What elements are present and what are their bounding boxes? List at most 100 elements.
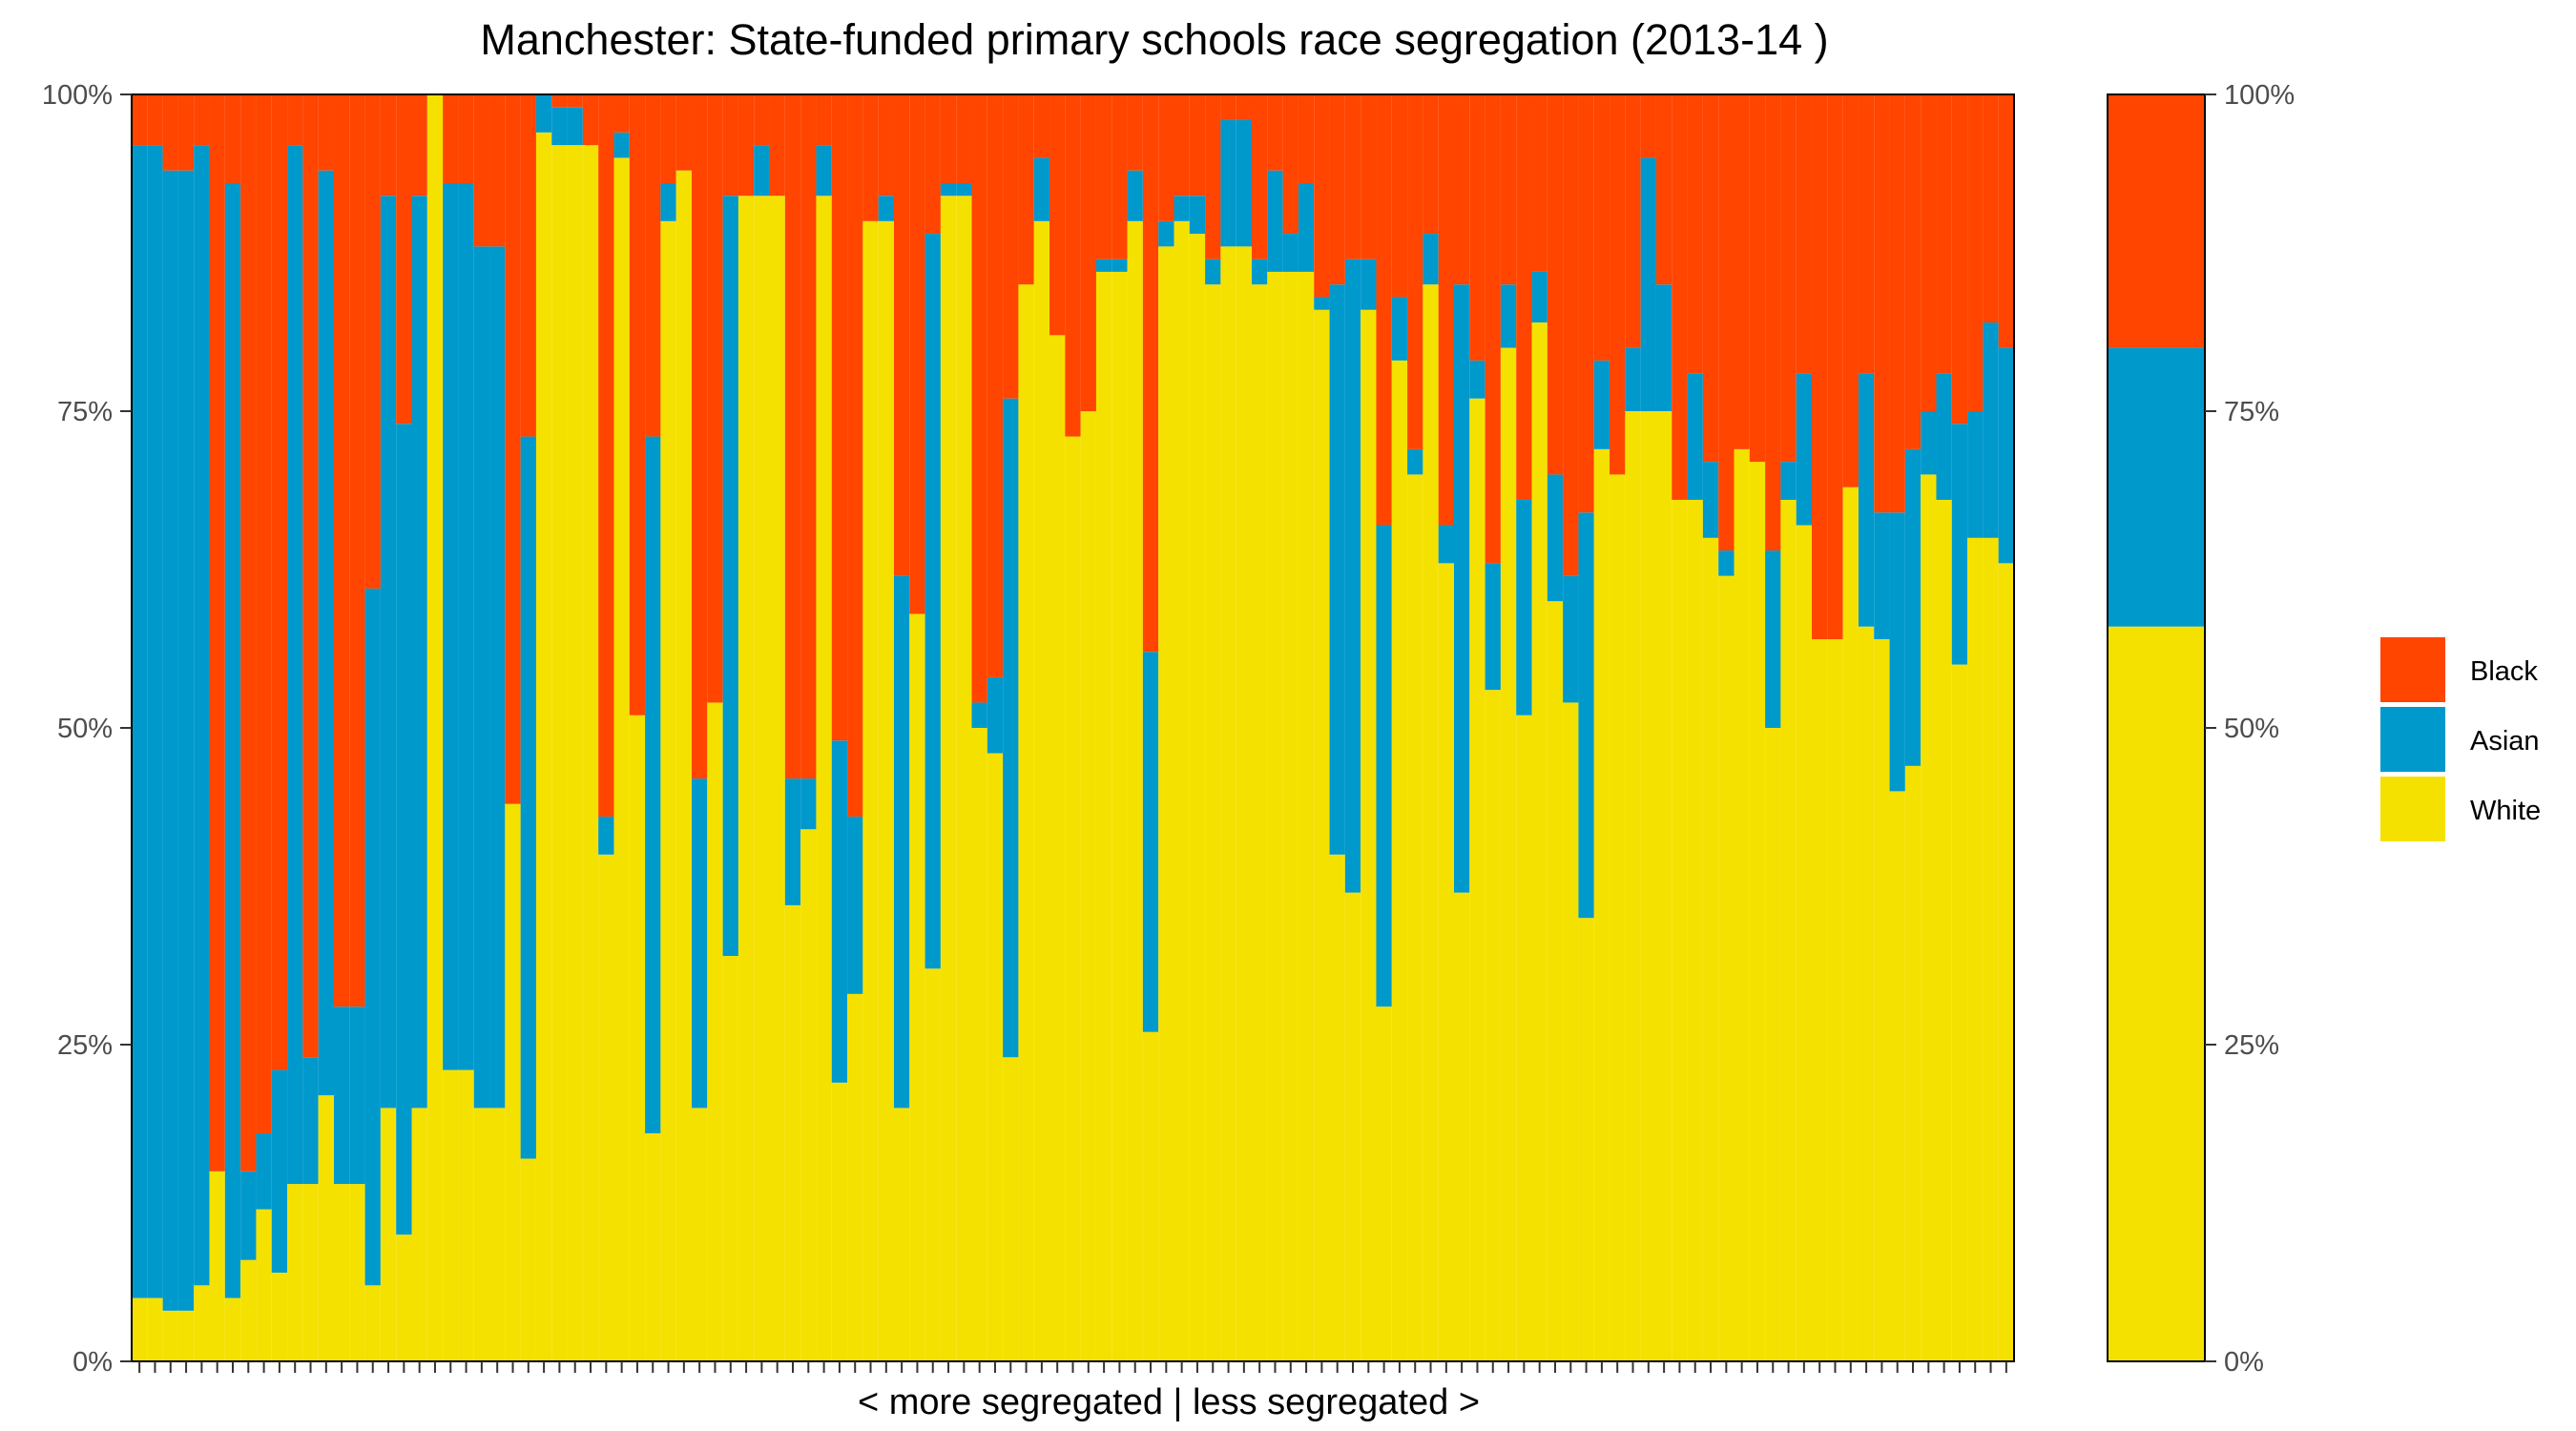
overall-segment-white — [2108, 626, 2205, 1361]
bar-segment-black — [956, 94, 972, 183]
bar-segment-black — [396, 94, 412, 425]
bar-segment-white — [1127, 220, 1143, 1361]
bar-segment-asian — [443, 182, 459, 1070]
bar-segment-asian — [692, 778, 708, 1109]
bar-segment-white — [209, 1171, 225, 1361]
bar-segment-black — [1578, 94, 1594, 513]
bar-segment-asian — [1142, 652, 1159, 1032]
bar-segment-asian — [722, 196, 738, 957]
bar-segment-asian — [1998, 347, 2014, 564]
bar-segment-black — [1453, 94, 1470, 285]
bar-segment-white — [816, 196, 832, 1362]
bar-segment-black — [1174, 94, 1190, 197]
bar-segment-asian — [411, 196, 427, 1109]
bar-segment-black — [147, 94, 163, 146]
bar-segment-black — [1812, 94, 1828, 640]
bar-segment-black — [505, 94, 521, 804]
bar-segment-black — [629, 94, 646, 716]
y-tick-label: 100% — [2224, 80, 2295, 111]
bar-segment-black — [1516, 94, 1532, 500]
bar-segment-white — [224, 1297, 241, 1361]
bar-segment-asian — [287, 145, 303, 1185]
bar-segment-white — [287, 1184, 303, 1361]
y-tick-label: 100% — [42, 80, 113, 111]
bar-segment-white — [1158, 246, 1174, 1361]
bar-segment-white — [629, 715, 646, 1361]
bar-segment-black — [909, 94, 925, 614]
bar-segment-white — [1640, 411, 1656, 1361]
bar-segment-white — [1391, 360, 1408, 1361]
bar-segment-black — [722, 94, 738, 197]
bar-segment-asian — [1702, 462, 1719, 538]
bar-segment-asian — [1765, 550, 1781, 728]
bar-segment-white — [1921, 474, 1937, 1361]
bar-segment-black — [1687, 94, 1703, 374]
bar-segment-asian — [1640, 157, 1656, 411]
bar-segment-white — [520, 1158, 536, 1361]
bar-segment-asian — [1033, 157, 1050, 221]
y-tick-label: 50% — [2224, 714, 2279, 744]
bar-segment-white — [1531, 322, 1548, 1361]
bar-segment-asian — [1485, 563, 1501, 691]
bar-segment-black — [862, 94, 879, 221]
bar-segment-white — [1267, 271, 1283, 1361]
bar-segment-asian — [893, 575, 910, 1109]
bar-segment-asian — [831, 740, 848, 1083]
bar-segment-white — [240, 1259, 257, 1361]
legend: Black Asian White — [2380, 637, 2541, 841]
bar-segment-black — [660, 94, 676, 183]
bar-segment-asian — [473, 246, 490, 1109]
bar-segment-white — [1111, 271, 1128, 1361]
bar-segment-black — [1640, 94, 1656, 158]
bar-segment-black — [1236, 94, 1253, 120]
bar-segment-white — [1610, 474, 1626, 1361]
bar-segment-asian — [1780, 462, 1797, 500]
bar-segment-white — [349, 1184, 365, 1361]
bar-segment-black — [1329, 94, 1345, 285]
bar-segment-white — [1796, 525, 1813, 1361]
bar-segment-white — [737, 196, 755, 1362]
bar-segment-black — [1936, 94, 1952, 374]
bar-segment-black — [1563, 94, 1579, 576]
bar-segment-asian — [1858, 373, 1875, 627]
bar-segment-white — [1407, 474, 1423, 1361]
bar-segment-black — [1625, 94, 1641, 348]
bar-segment-white — [660, 220, 676, 1361]
bar-segment-black — [271, 94, 288, 1070]
bar-segment-white — [1842, 487, 1859, 1361]
bar-segment-black — [1298, 94, 1315, 183]
bar-segment-asian — [987, 676, 1004, 754]
bar-segment-white — [1189, 234, 1206, 1362]
bar-segment-white — [1749, 462, 1766, 1361]
bar-segment-asian — [1687, 373, 1703, 500]
bar-segment-black — [816, 94, 832, 146]
bar-segment-black — [893, 94, 910, 576]
bar-segment-white — [567, 145, 583, 1361]
bar-segment-asian — [1655, 284, 1672, 411]
bar-segment-white — [473, 1108, 490, 1361]
bar-segment-black — [1734, 94, 1750, 449]
bar-segment-white — [1516, 715, 1532, 1361]
bar-segment-black — [1142, 94, 1159, 653]
overall-segment-black — [2108, 94, 2205, 348]
bar-segment-white — [847, 993, 863, 1361]
bar-segment-asian — [1438, 525, 1454, 564]
bar-segment-black — [1423, 94, 1439, 235]
bar-segment-white — [1563, 702, 1579, 1361]
bar-segment-black — [194, 94, 210, 146]
overall-panel — [2107, 93, 2206, 1362]
bar-segment-white — [598, 854, 614, 1361]
bar-segment-asian — [800, 778, 817, 830]
bar-segment-white — [1672, 499, 1688, 1361]
x-axis-label: < more segregated | less segregated > — [858, 1382, 1480, 1422]
bar-segment-black — [1407, 94, 1423, 449]
bar-segment-black — [582, 94, 599, 146]
bar-segment-white — [878, 220, 894, 1361]
legend-label-asian: Asian — [2470, 726, 2540, 757]
bar-segment-asian — [1344, 259, 1361, 893]
bar-segment-black — [551, 94, 568, 108]
bar-segment-white — [707, 702, 723, 1361]
bar-segment-black — [1205, 94, 1221, 259]
bar-segment-black — [1765, 94, 1781, 551]
bar-segment-white — [692, 1108, 708, 1361]
